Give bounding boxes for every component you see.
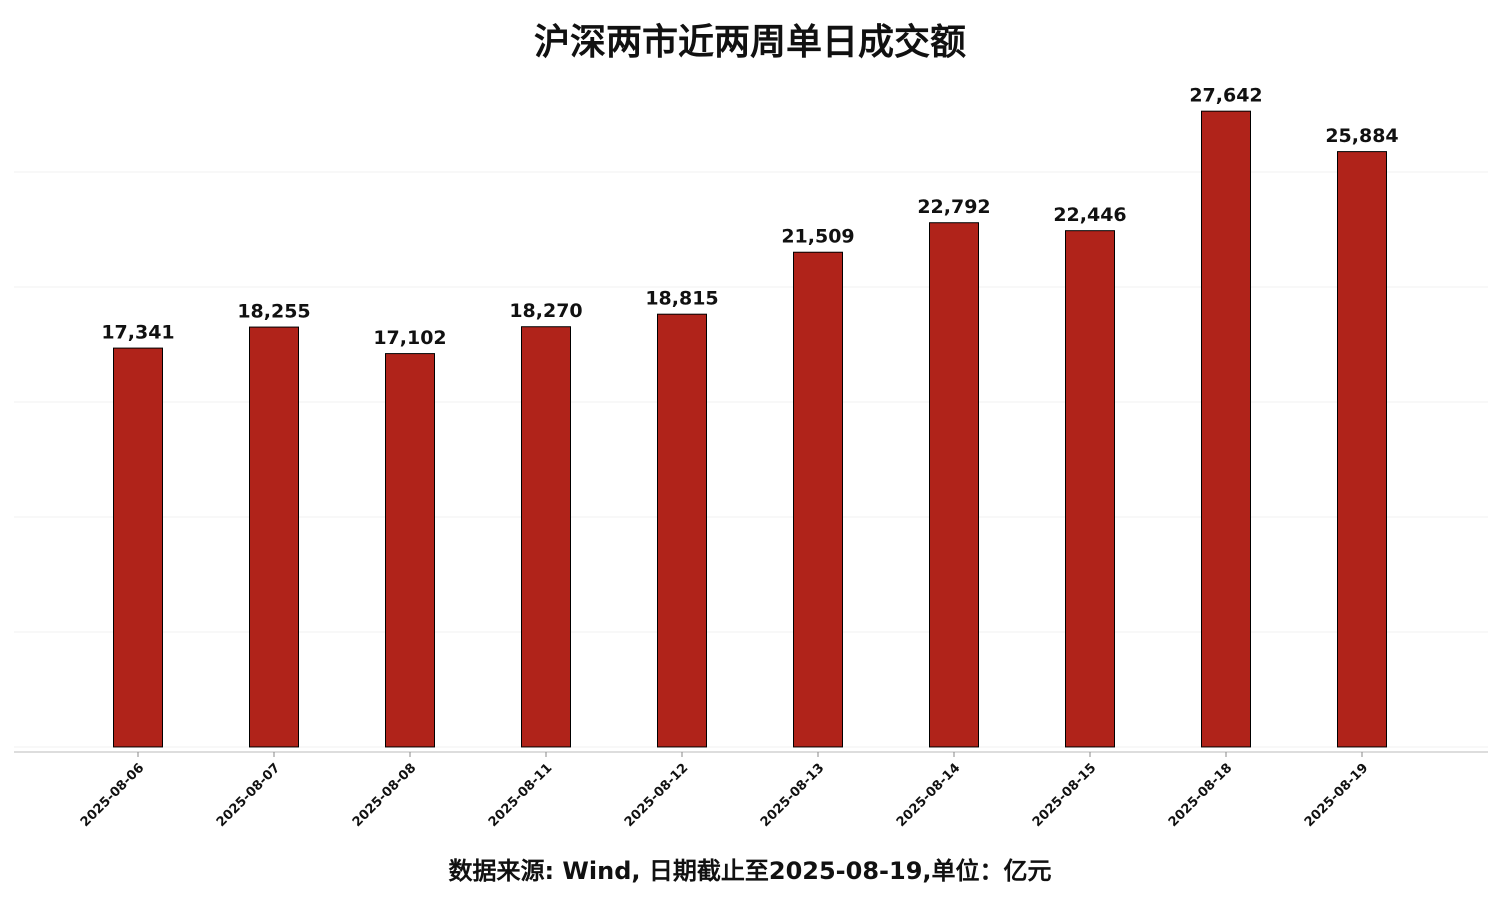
bar — [113, 347, 163, 748]
value-label: 22,792 — [917, 196, 990, 218]
x-tick-label: 2025-08-14 — [894, 761, 963, 830]
bar — [521, 326, 571, 748]
bar — [1065, 230, 1115, 748]
value-label: 18,815 — [645, 288, 718, 310]
value-label: 18,270 — [509, 300, 582, 322]
x-tick-label: 2025-08-18 — [1166, 761, 1235, 830]
x-tick-label: 2025-08-08 — [350, 761, 419, 830]
bar — [1337, 151, 1387, 748]
source-note: 数据来源: Wind, 日期截止至2025-08-19,单位：亿元 — [448, 857, 1051, 885]
value-label: 17,341 — [101, 322, 174, 344]
value-label: 27,642 — [1189, 85, 1262, 107]
bar — [929, 222, 979, 748]
x-tick-label: 2025-08-19 — [1302, 761, 1371, 830]
chart-title: 沪深两市近两周单日成交额 — [534, 21, 966, 63]
value-label: 18,255 — [237, 301, 310, 323]
x-tick-label: 2025-08-12 — [622, 761, 691, 830]
x-tick-label: 2025-08-07 — [214, 761, 283, 830]
bar — [657, 313, 707, 748]
bar — [793, 251, 843, 748]
bar — [1201, 110, 1251, 748]
x-tick-label: 2025-08-06 — [78, 761, 147, 830]
value-label: 25,884 — [1325, 125, 1398, 147]
value-label: 22,446 — [1053, 204, 1126, 226]
x-tick-label: 2025-08-13 — [758, 761, 827, 830]
bar — [249, 326, 299, 748]
bar — [385, 353, 435, 748]
x-tick-label: 2025-08-11 — [486, 761, 555, 830]
x-tick-label: 2025-08-15 — [1030, 761, 1099, 830]
value-label: 17,102 — [373, 327, 446, 349]
value-label: 21,509 — [781, 226, 854, 248]
